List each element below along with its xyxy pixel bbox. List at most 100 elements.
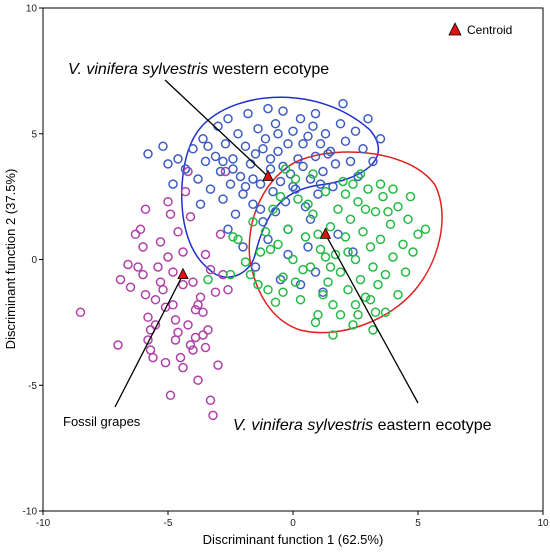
data-point [343,247,353,257]
data-point [333,204,343,214]
data-point [218,156,228,167]
data-point [210,287,221,297]
data-point [185,340,196,350]
data-point [133,262,143,272]
legend-label: Centroid [467,23,512,37]
data-point [348,179,358,189]
data-point [130,229,141,240]
data-point [300,201,311,212]
centroid-marker [319,227,332,239]
annotation-leader-line [324,234,419,404]
data-point [320,186,331,197]
data-point [368,262,378,272]
data-point [375,179,386,189]
data-point [168,179,178,189]
centroid-marker [262,169,274,181]
data-point [328,300,338,310]
data-point [175,352,186,363]
data-point [380,269,391,280]
data-point [290,174,301,184]
data-point [375,134,386,144]
data-point [233,234,243,245]
data-point [298,139,308,149]
x-tick-label: 10 [537,518,549,529]
y-tick-label: 5 [31,129,37,140]
data-point [233,129,243,139]
data-point [320,129,331,139]
y-axis-title: Discriminant function 2 (37.5%) [3,169,18,350]
data-point [198,307,208,318]
data-point [393,201,403,212]
data-point [318,166,328,177]
data-point [263,234,273,245]
data-point [203,141,213,152]
data-point [198,134,208,144]
data-point [245,159,256,169]
data-point [218,194,228,204]
data-point [268,204,278,214]
data-point [140,204,151,214]
data-point [358,227,368,237]
data-point [228,154,238,164]
data-point [165,209,176,219]
data-point [350,300,361,310]
legend: Centroid [448,22,512,37]
data-point [163,159,173,169]
data-point [193,375,203,385]
data-point [170,315,181,325]
data-point [143,312,153,323]
data-point [180,186,191,197]
data-point [180,164,191,174]
centroids-layer [177,169,332,279]
data-point [338,176,348,187]
data-point [188,144,198,154]
data-point [400,267,411,277]
data-point [148,352,158,363]
data-point [153,262,163,272]
data-point [215,229,226,240]
data-point [258,217,268,227]
data-point [210,151,221,162]
data-point [278,287,288,297]
data-point [358,144,368,154]
data-point [363,184,373,194]
data-point [150,294,161,305]
data-point [263,103,273,114]
legend-centroid-marker [448,22,462,36]
data-point [328,181,338,192]
data-point [285,169,296,179]
data-point [388,252,398,262]
data-point [250,149,261,159]
annotation-label: Fossil grapes [63,414,141,429]
data-point [245,269,256,280]
data-point [420,224,431,235]
data-point [115,274,126,285]
data-point [283,139,293,149]
data-point [368,325,378,335]
data-point [273,146,283,157]
data-point [248,217,258,227]
data-point [373,279,383,290]
data-point [325,222,336,232]
data-point [253,279,263,290]
data-point [340,189,351,199]
data-point [313,229,323,240]
data-point [278,106,288,116]
data-point [258,144,268,154]
data-point [305,214,316,225]
data-point [370,206,381,217]
data-point [208,410,218,421]
data-point [158,141,168,152]
data-point [190,332,201,343]
data-point [323,149,333,159]
data-point [330,159,341,169]
data-point [173,327,183,338]
data-point [378,191,388,202]
data-point [320,252,331,262]
data-point [393,289,403,300]
data-point [203,274,213,285]
data-point [228,164,238,174]
data-point [315,139,326,149]
data-point [168,267,178,277]
